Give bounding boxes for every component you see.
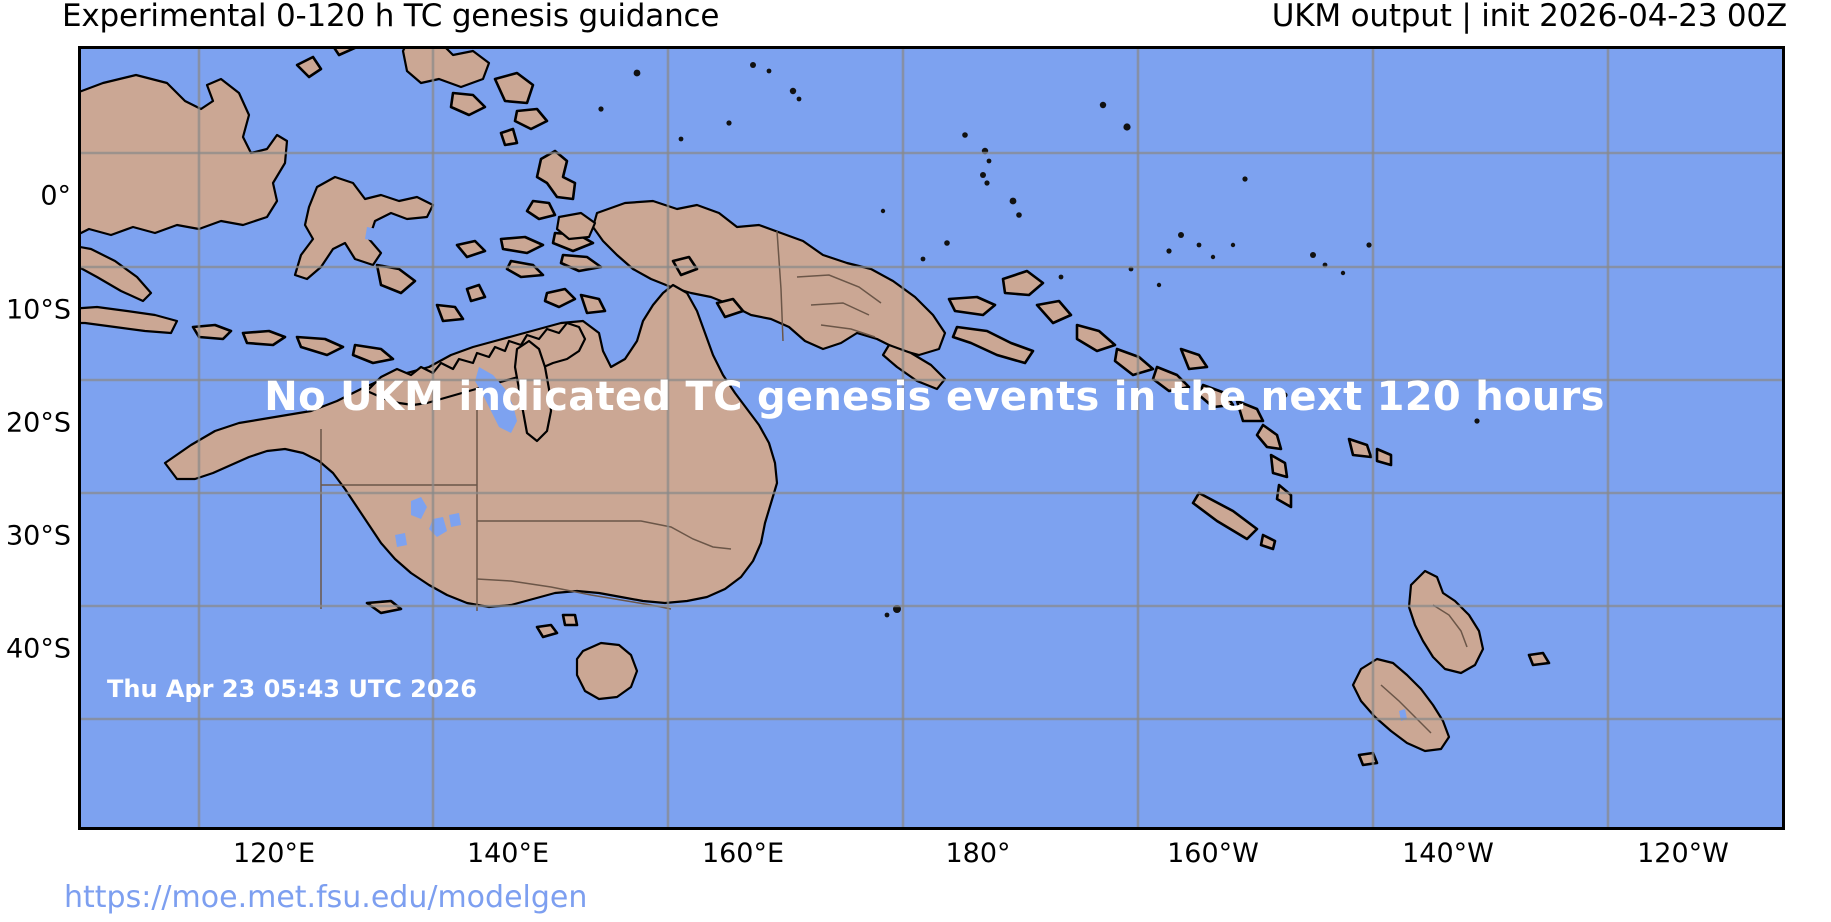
page-title: Experimental 0-120 h TC genesis guidance (62, 0, 720, 34)
source-url-link[interactable]: https://moe.met.fsu.edu/modelgen (64, 880, 588, 915)
lon-tick-160w: 160°W (1167, 838, 1259, 869)
lon-tick-140w: 140°W (1402, 838, 1494, 869)
lon-tick-120w: 120°W (1637, 838, 1729, 869)
landmass-layer (81, 49, 1551, 767)
timestamp-label: Thu Apr 23 05:43 UTC 2026 (107, 675, 477, 703)
graticule-layer (81, 49, 1782, 827)
lat-tick-0: 0° (40, 180, 71, 212)
map-canvas: .land { fill:#cba794; stroke:#000000; st… (81, 49, 1782, 827)
lon-tick-140e: 140°E (466, 838, 550, 869)
pacific-islands-layer (598, 62, 1480, 618)
genesis-map[interactable]: .land { fill:#cba794; stroke:#000000; st… (78, 46, 1785, 830)
lat-tick-20s: 20°S (6, 407, 71, 439)
lon-tick-180: 180° (945, 838, 1011, 869)
model-init-label: UKM output | init 2026-04-23 00Z (1271, 0, 1787, 34)
lon-tick-160e: 160°E (701, 838, 785, 869)
lat-tick-10s: 10°S (6, 294, 71, 326)
header-bar: Experimental 0-120 h TC genesis guidance… (0, 0, 1831, 44)
lon-tick-120e: 120°E (232, 838, 316, 869)
lat-tick-30s: 30°S (6, 520, 71, 552)
lat-tick-40s: 40°S (6, 633, 71, 665)
